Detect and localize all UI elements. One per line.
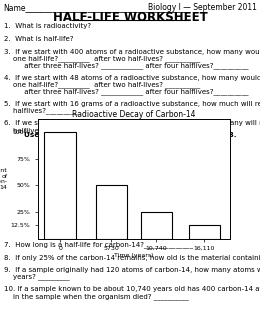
Text: 3.  If we start with 400 atoms of a radioactive substance, how many would remain: 3. If we start with 400 atoms of a radio… xyxy=(4,49,260,55)
Text: one half-life?_________  after two half-lives? __________: one half-life?_________ after two half-l… xyxy=(4,82,200,88)
Text: halflives? _________: halflives? _________ xyxy=(4,127,80,134)
X-axis label: Time (years): Time (years) xyxy=(114,253,154,258)
Text: one half-life?_________  after two half-lives? __________: one half-life?_________ after two half-l… xyxy=(4,55,200,62)
Title: Radioactive Decay of Carbon-14: Radioactive Decay of Carbon-14 xyxy=(72,110,196,119)
Text: 4.  If we start with 48 atoms of a radioactive substance, how many would remain : 4. If we start with 48 atoms of a radioa… xyxy=(4,75,260,81)
Text: 1.  What is radioactivity?: 1. What is radioactivity? xyxy=(4,23,91,29)
Text: Name__________________________________________: Name____________________________________… xyxy=(3,3,188,12)
Text: halflives?_________: halflives?_________ xyxy=(4,108,77,114)
Text: 9.  If a sample originally had 120 atoms of carbon-14, how many atoms will remai: 9. If a sample originally had 120 atoms … xyxy=(4,267,260,273)
Bar xyxy=(96,185,127,239)
Text: after three half-lives? ____________ after four halflives?__________: after three half-lives? ____________ aft… xyxy=(4,62,249,69)
Text: in the sample when the organism died? __________: in the sample when the organism died? __… xyxy=(4,293,189,300)
Text: years? _________: years? _________ xyxy=(4,274,70,280)
Text: 8.  If only 25% of the carbon-14 remains, how old is the material containing the: 8. If only 25% of the carbon-14 remains,… xyxy=(4,254,260,261)
Text: Use the following graph to answer questions 7-18.: Use the following graph to answer questi… xyxy=(24,132,236,138)
Text: 5.  If we start with 16 grams of a radioactive substance, how much will remain a: 5. If we start with 16 grams of a radioa… xyxy=(4,101,260,107)
Text: 7.  How long is a half-life for carbon-14?______________: 7. How long is a half-life for carbon-14… xyxy=(4,241,193,248)
Bar xyxy=(188,225,220,239)
Y-axis label: Amount
of
carbon-
14: Amount of carbon- 14 xyxy=(0,168,8,190)
Text: 6.  If we start with 120 atoms of a radioactive substance, how many will remain : 6. If we start with 120 atoms of a radio… xyxy=(4,121,260,126)
Text: Biology I — September 2011: Biology I — September 2011 xyxy=(148,3,257,12)
Text: HALF-LIFE WORKSHEET: HALF-LIFE WORKSHEET xyxy=(53,11,207,24)
Text: 10. If a sample known to be about 10,740 years old has 400 carbon-14 atoms, how : 10. If a sample known to be about 10,740… xyxy=(4,287,260,293)
Text: 2.  What is half-life?: 2. What is half-life? xyxy=(4,36,74,42)
Bar xyxy=(44,132,76,239)
Bar xyxy=(140,212,172,239)
Text: after three half-lives? ____________ after four halflives?__________: after three half-lives? ____________ aft… xyxy=(4,88,249,95)
